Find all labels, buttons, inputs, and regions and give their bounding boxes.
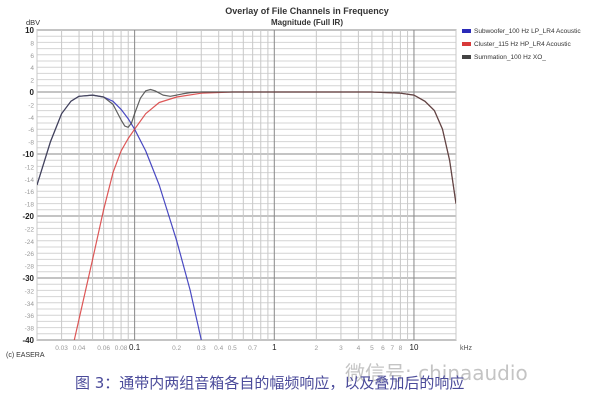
x-tick-label: 10 [410, 343, 419, 352]
y-tick-label: 6 [30, 53, 34, 60]
y-tick-label: -32 [25, 288, 35, 295]
x-tick-label: 0.7 [248, 345, 257, 352]
x-tick-label: 0.1 [129, 343, 141, 352]
y-tick-label: -26 [25, 251, 35, 258]
x-tick-label: 3 [339, 345, 343, 352]
watermark: 微信号: chinaaudio [345, 361, 528, 385]
x-axis-label: kHz [460, 345, 473, 352]
y-tick-label: -14 [25, 177, 35, 184]
chart-subtitle: Magnitude (Full IR) [271, 18, 343, 27]
x-tick-label: 0.06 [97, 345, 110, 352]
chart-title: Overlay of File Channels in Frequency [225, 6, 389, 16]
y-tick-label: -36 [25, 313, 35, 320]
y-tick-label: -38 [25, 326, 35, 333]
legend-swatch [462, 42, 471, 46]
x-tick-label: 0.2 [172, 345, 181, 352]
x-tick-label: 0.04 [73, 345, 86, 352]
figure-caption: 图 3：通带内两组音箱各自的幅频响应，以及叠加后的响应 [75, 374, 465, 392]
y-tick-label: -28 [25, 264, 35, 271]
x-tick-label: 1 [272, 343, 277, 352]
x-tick-label: 0.08 [115, 345, 128, 352]
y-tick-label: -40 [22, 336, 34, 345]
y-tick-label: -18 [25, 202, 35, 209]
legend-label: Cluster_115 Hz HP_LR4 Acoustic [474, 41, 571, 48]
copyright-label: (c) EASERA [6, 352, 45, 359]
x-tick-label: 5 [370, 345, 374, 352]
legend-swatch [462, 29, 471, 33]
y-tick-label: 10 [25, 26, 34, 35]
x-tick-label: 2 [315, 345, 319, 352]
x-tick-label: 7 [391, 345, 395, 352]
y-tick-label: -34 [25, 301, 35, 308]
y-tick-label: -30 [22, 274, 34, 283]
legend-label: Subwoofer_100 Hz LP_LR4 Acoustic [474, 28, 581, 35]
y-tick-label: 4 [30, 65, 34, 72]
y-tick-label: -16 [25, 189, 35, 196]
y-tick-label: 8 [30, 40, 34, 47]
x-tick-label: 0.4 [214, 345, 223, 352]
y-tick-label: -12 [25, 164, 35, 171]
x-tick-label: 0.03 [55, 345, 68, 352]
y-tick-label: -8 [28, 140, 34, 147]
x-tick-label: 0.3 [197, 345, 206, 352]
y-tick-label: -24 [25, 239, 35, 246]
y-tick-label: -20 [22, 212, 34, 221]
y-axis-label: dBV [26, 18, 40, 27]
x-tick-label: 6 [381, 345, 385, 352]
legend-swatch [462, 55, 471, 59]
x-tick-label: 0.5 [228, 345, 237, 352]
y-tick-label: -22 [25, 226, 35, 233]
y-tick-label: -2 [28, 102, 34, 109]
y-tick-label: 2 [30, 78, 34, 85]
y-tick-label: -6 [28, 127, 34, 134]
y-tick-label: -4 [28, 115, 34, 122]
y-tick-label: -10 [22, 150, 34, 159]
legend-label: Summation_100 Hz XO_ [474, 54, 546, 61]
y-tick-label: 0 [30, 88, 35, 97]
x-tick-label: 8 [399, 345, 403, 352]
x-tick-label: 4 [357, 345, 361, 352]
series-line-2 [37, 88, 456, 204]
